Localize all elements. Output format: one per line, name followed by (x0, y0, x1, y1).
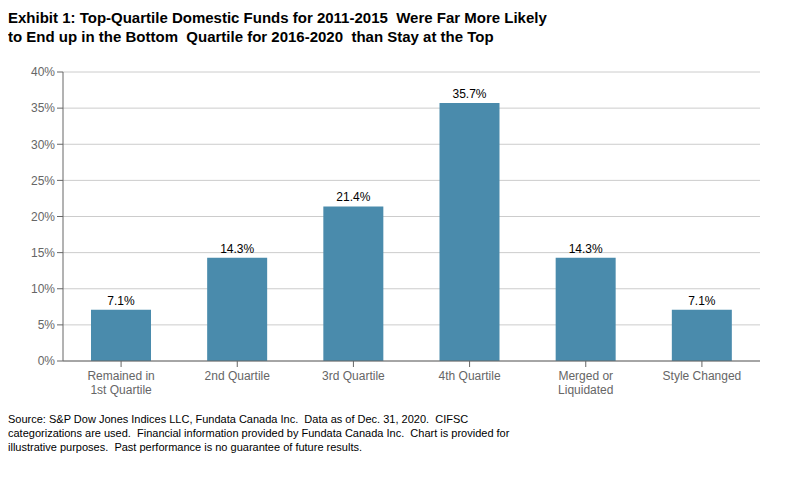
svg-text:Style Changed: Style Changed (663, 369, 742, 383)
svg-text:35%: 35% (31, 101, 55, 115)
html-text:to End up in the Bottom Quarti: to End up in the Bottom Quartile for 201… (8, 28, 494, 45)
html-text:illustrative purposes. Past pe: illustrative purposes. Past performance … (8, 441, 362, 453)
svg-text:10%: 10% (31, 282, 55, 296)
svg-text:2nd Quartile: 2nd Quartile (205, 369, 271, 383)
svg-text:30%: 30% (31, 138, 55, 152)
svg-text:14.3%: 14.3% (220, 242, 254, 256)
svg-text:4th Quartile: 4th Quartile (439, 369, 501, 383)
html-text:Source: S&P Dow Jones Indices: Source: S&P Dow Jones Indices LLC, Funda… (8, 413, 469, 425)
svg-text:Merged orLiquidated: Merged orLiquidated (558, 369, 613, 397)
html-text:Exhibit 1: Top-Quartile Domest: Exhibit 1: Top-Quartile Domestic Funds f… (8, 9, 547, 26)
svg-text:14.3%: 14.3% (569, 242, 603, 256)
svg-text:Remained in1st Quartile: Remained in1st Quartile (87, 369, 154, 397)
html-text:categorizations are used. Fina: categorizations are used. Financial info… (8, 427, 510, 439)
svg-text:35.7%: 35.7% (452, 87, 486, 101)
svg-text:0%: 0% (38, 354, 56, 368)
svg-text:5%: 5% (38, 318, 56, 332)
svg-text:15%: 15% (31, 246, 55, 260)
svg-text:21.4%: 21.4% (336, 190, 370, 204)
svg-text:25%: 25% (31, 174, 55, 188)
svg-text:7.1%: 7.1% (688, 294, 716, 308)
svg-text:7.1%: 7.1% (107, 294, 135, 308)
svg-text:40%: 40% (31, 65, 55, 79)
svg-text:20%: 20% (31, 210, 55, 224)
svg-text:3rd Quartile: 3rd Quartile (322, 369, 385, 383)
